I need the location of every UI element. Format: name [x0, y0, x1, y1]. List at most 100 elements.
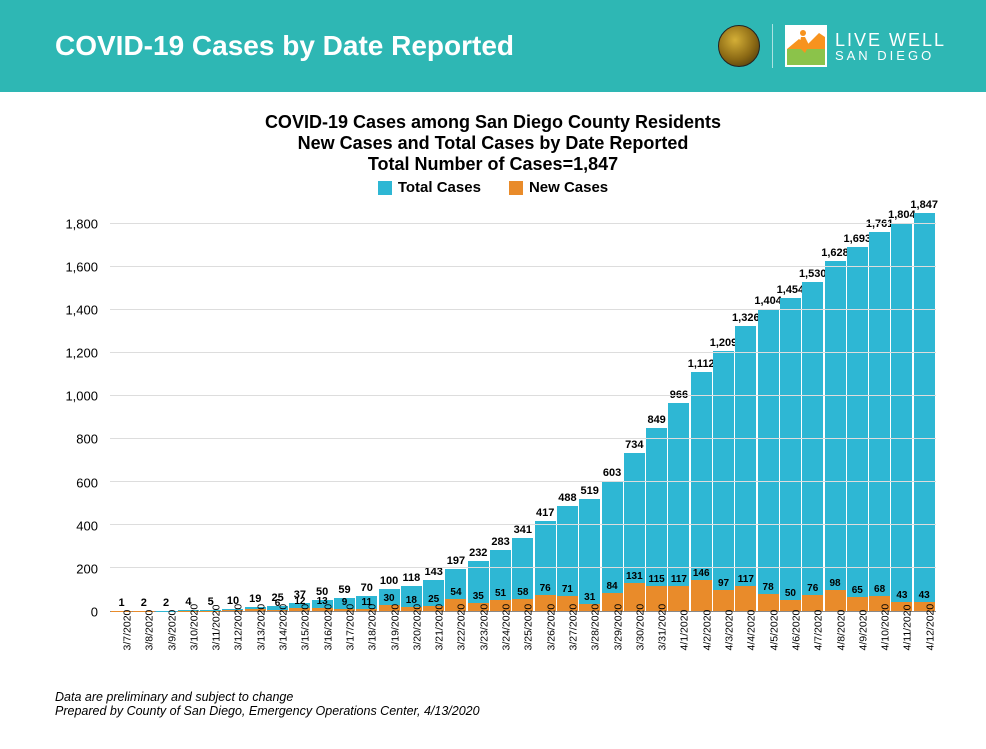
bar-column: 51931 [579, 202, 600, 611]
bar-column: 10 [222, 202, 243, 611]
x-axis: 3/7/20203/8/20203/9/20203/10/20203/11/20… [110, 612, 936, 672]
bar-column: 1,76168 [869, 202, 890, 611]
bar-total-label: 488 [558, 492, 576, 504]
bar-column: 4 [178, 202, 199, 611]
y-tick-label: 1,400 [65, 302, 98, 317]
bar-total-label: 232 [469, 547, 487, 559]
y-tick-label: 1,800 [65, 216, 98, 231]
bar-column: 23235 [468, 202, 489, 611]
bar-column: 603 84 [602, 202, 623, 611]
bar-total [758, 309, 779, 611]
bar-column: 19754 [445, 202, 466, 611]
bar-column: 3712 [289, 202, 310, 611]
bar-total-label: 417 [536, 507, 554, 519]
y-axis: 02004006008001,0001,2001,4001,6001,800 [40, 202, 104, 612]
bar-column: 1,20997 [713, 202, 734, 611]
bar-new-label: 76 [807, 583, 818, 595]
content-area: COVID-19 Cases among San Diego County Re… [0, 92, 986, 682]
bar-total-label: 1,209 [710, 337, 738, 349]
bar-new-label: 65 [852, 585, 863, 597]
y-tick-label: 200 [76, 561, 98, 576]
y-tick-label: 600 [76, 475, 98, 490]
live-well-text-top: LIVE WELL [835, 31, 946, 49]
chart-title-1: COVID-19 Cases among San Diego County Re… [40, 112, 946, 133]
logo-divider [772, 24, 773, 68]
bar-new-label: 43 [919, 590, 930, 602]
bar-column: 1,69365 [847, 202, 868, 611]
bar-new-label: 115 [649, 574, 665, 586]
plot-area: 1224510192563712501359970111003011818143… [110, 202, 936, 612]
bar-total-label: 1,454 [777, 284, 805, 296]
bar-total-label: 849 [647, 414, 665, 426]
footer-line-1: Data are preliminary and subject to chan… [55, 690, 946, 704]
bar-total-label: 1,404 [754, 295, 782, 307]
bar-column: 14325 [423, 202, 444, 611]
bars-container: 1224510192563712501359970111003011818143… [110, 202, 936, 611]
bar-column: 5 [200, 202, 221, 611]
legend-label-total: Total Cases [398, 179, 481, 196]
bar-column: 7011 [356, 202, 377, 611]
page-title: COVID-19 Cases by Date Reported [55, 30, 514, 62]
gridline [110, 567, 936, 568]
bar-new-label: 84 [606, 581, 617, 593]
chart-title-block: COVID-19 Cases among San Diego County Re… [40, 112, 946, 175]
legend-item-new: New Cases [509, 179, 608, 196]
gridline [110, 481, 936, 482]
bar-total-label: 1 [118, 597, 124, 609]
bar-new [668, 586, 689, 611]
bar-new-wrap [668, 586, 689, 611]
bar-column: 34158 [512, 202, 533, 611]
bar-total [847, 247, 868, 611]
bar-new [825, 590, 846, 611]
chart-title-3: Total Number of Cases=1,847 [40, 154, 946, 175]
y-tick-label: 0 [91, 605, 98, 620]
live-well-text: LIVE WELL SAN DIEGO [835, 31, 946, 62]
bar-new-label: 146 [693, 568, 710, 580]
bar-new-wrap [825, 590, 846, 611]
bar-total-label: 2 [163, 597, 169, 609]
chart: 02004006008001,0001,2001,4001,6001,800 1… [40, 202, 946, 672]
bar-column: 1,112146 [691, 202, 712, 611]
bar-total [735, 326, 756, 611]
y-tick-label: 1,000 [65, 389, 98, 404]
bar-total-label: 1,530 [799, 268, 827, 280]
bar-column: 966117 [668, 202, 689, 611]
bar-column: 19 [245, 202, 266, 611]
bar-column: 1,53076 [802, 202, 823, 611]
bar-total [825, 261, 846, 611]
bar-column: 11818 [401, 202, 422, 611]
bar-column: 1 [111, 202, 132, 611]
bar-total-label: 1,693 [844, 233, 872, 245]
gridline [110, 309, 936, 310]
bar-column: 28351 [490, 202, 511, 611]
y-tick-label: 800 [76, 432, 98, 447]
bar-total-label: 59 [338, 584, 350, 596]
bar-column: 488 71 [557, 202, 578, 611]
chart-title-2: New Cases and Total Cases by Date Report… [40, 133, 946, 154]
bar-column: 10030 [379, 202, 400, 611]
y-tick-label: 400 [76, 518, 98, 533]
chart-legend: Total Cases New Cases [40, 179, 946, 196]
bar-total [914, 213, 935, 611]
bar-new-label: 97 [718, 578, 729, 590]
bar-column: 41776 [535, 202, 556, 611]
bar-total-label: 734 [625, 439, 643, 451]
bar-new-label: 71 [562, 584, 573, 596]
gridline [110, 223, 936, 224]
gridline [110, 266, 936, 267]
x-tick-label: 4/12/2020 [924, 630, 984, 651]
gridline [110, 352, 936, 353]
bar-new-label: 117 [671, 574, 687, 586]
bar-new-wrap [691, 580, 712, 611]
y-tick-label: 1,600 [65, 259, 98, 274]
bar-column: 1,326117 [735, 202, 756, 611]
bar-total-label: 1,847 [910, 199, 938, 211]
bar-total-label: 1,628 [821, 247, 849, 259]
bar-total-label: 283 [491, 536, 509, 548]
footer-notes: Data are preliminary and subject to chan… [0, 682, 986, 718]
bar-new [758, 594, 779, 611]
bar-total-label: 603 [603, 467, 621, 479]
bar-new [735, 586, 756, 611]
bar-new-label: 78 [763, 582, 774, 594]
bar-new-label: 58 [517, 587, 528, 599]
